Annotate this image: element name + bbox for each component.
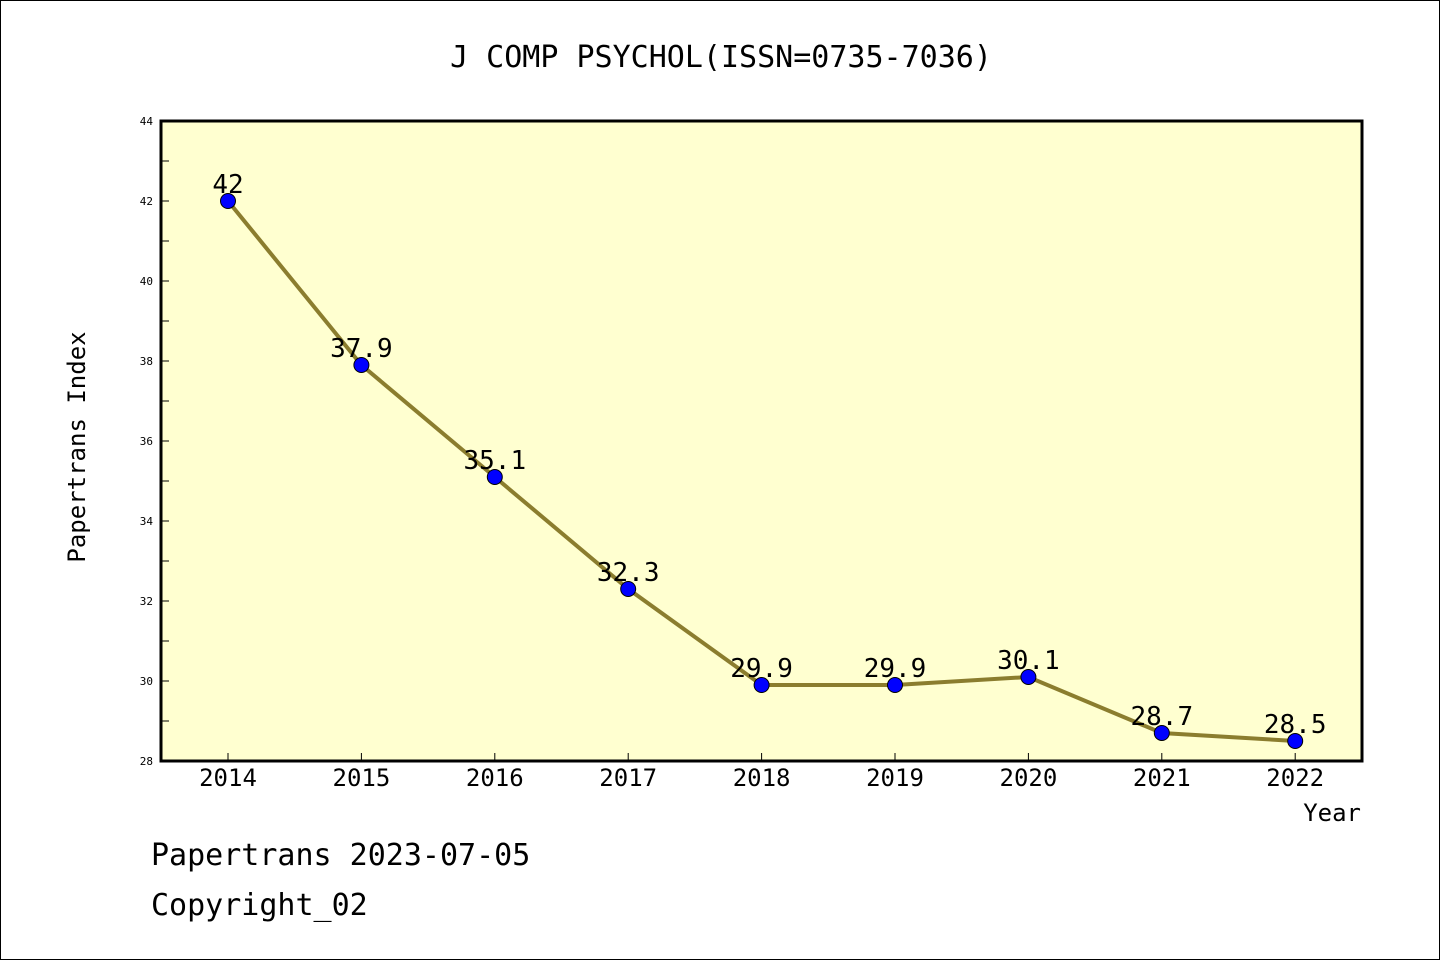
data-point [887, 677, 903, 693]
y-tick-label: 30 [140, 675, 153, 688]
data-label: 42 [212, 170, 243, 200]
data-label: 35.1 [463, 446, 526, 476]
data-point [753, 677, 770, 693]
x-tick-label: 2016 [466, 764, 524, 792]
y-tick-label: 28 [140, 755, 153, 768]
x-tick-label: 2015 [333, 764, 391, 792]
y-tick-label: 42 [140, 195, 153, 208]
data-label: 29.9 [864, 654, 927, 684]
y-tick-label: 44 [140, 115, 154, 128]
data-label: 28.5 [1264, 710, 1327, 740]
data-label: 28.7 [1130, 702, 1193, 732]
data-point [353, 357, 370, 373]
chart-title: J COMP PSYCHOL(ISSN=0735-7036) [450, 40, 992, 75]
y-tick-label: 40 [140, 275, 153, 288]
x-tick-label: 2017 [599, 764, 657, 792]
y-tick-label: 38 [140, 355, 153, 368]
y-tick-label: 32 [140, 595, 153, 608]
x-tick-label: 2014 [199, 764, 257, 792]
footer-date: Papertrans 2023-07-05 [151, 838, 530, 873]
x-tick-label: 2020 [1000, 764, 1058, 792]
data-point [220, 193, 236, 209]
y-tick-label: 36 [140, 435, 153, 448]
data-label: 29.9 [730, 654, 793, 684]
x-tick-label: 2021 [1133, 764, 1191, 792]
data-point [486, 469, 503, 485]
y-tick-label: 34 [140, 515, 154, 528]
data-point [1287, 733, 1304, 749]
data-point [1020, 669, 1037, 685]
data-label: 32.3 [597, 558, 660, 588]
data-label: 37.9 [330, 334, 393, 364]
data-point [620, 581, 637, 597]
x-tick-label: 2019 [866, 764, 924, 792]
footer-copyright: Copyright_02 [151, 888, 368, 923]
x-tick-label: 2018 [733, 764, 791, 792]
y-axis-label: Papertrans Index [63, 331, 91, 562]
data-label: 30.1 [997, 646, 1060, 676]
plot-area [159, 119, 1364, 763]
x-axis-label: Year [1303, 799, 1361, 827]
data-point [1153, 725, 1170, 741]
x-tick-label: 2022 [1266, 764, 1324, 792]
